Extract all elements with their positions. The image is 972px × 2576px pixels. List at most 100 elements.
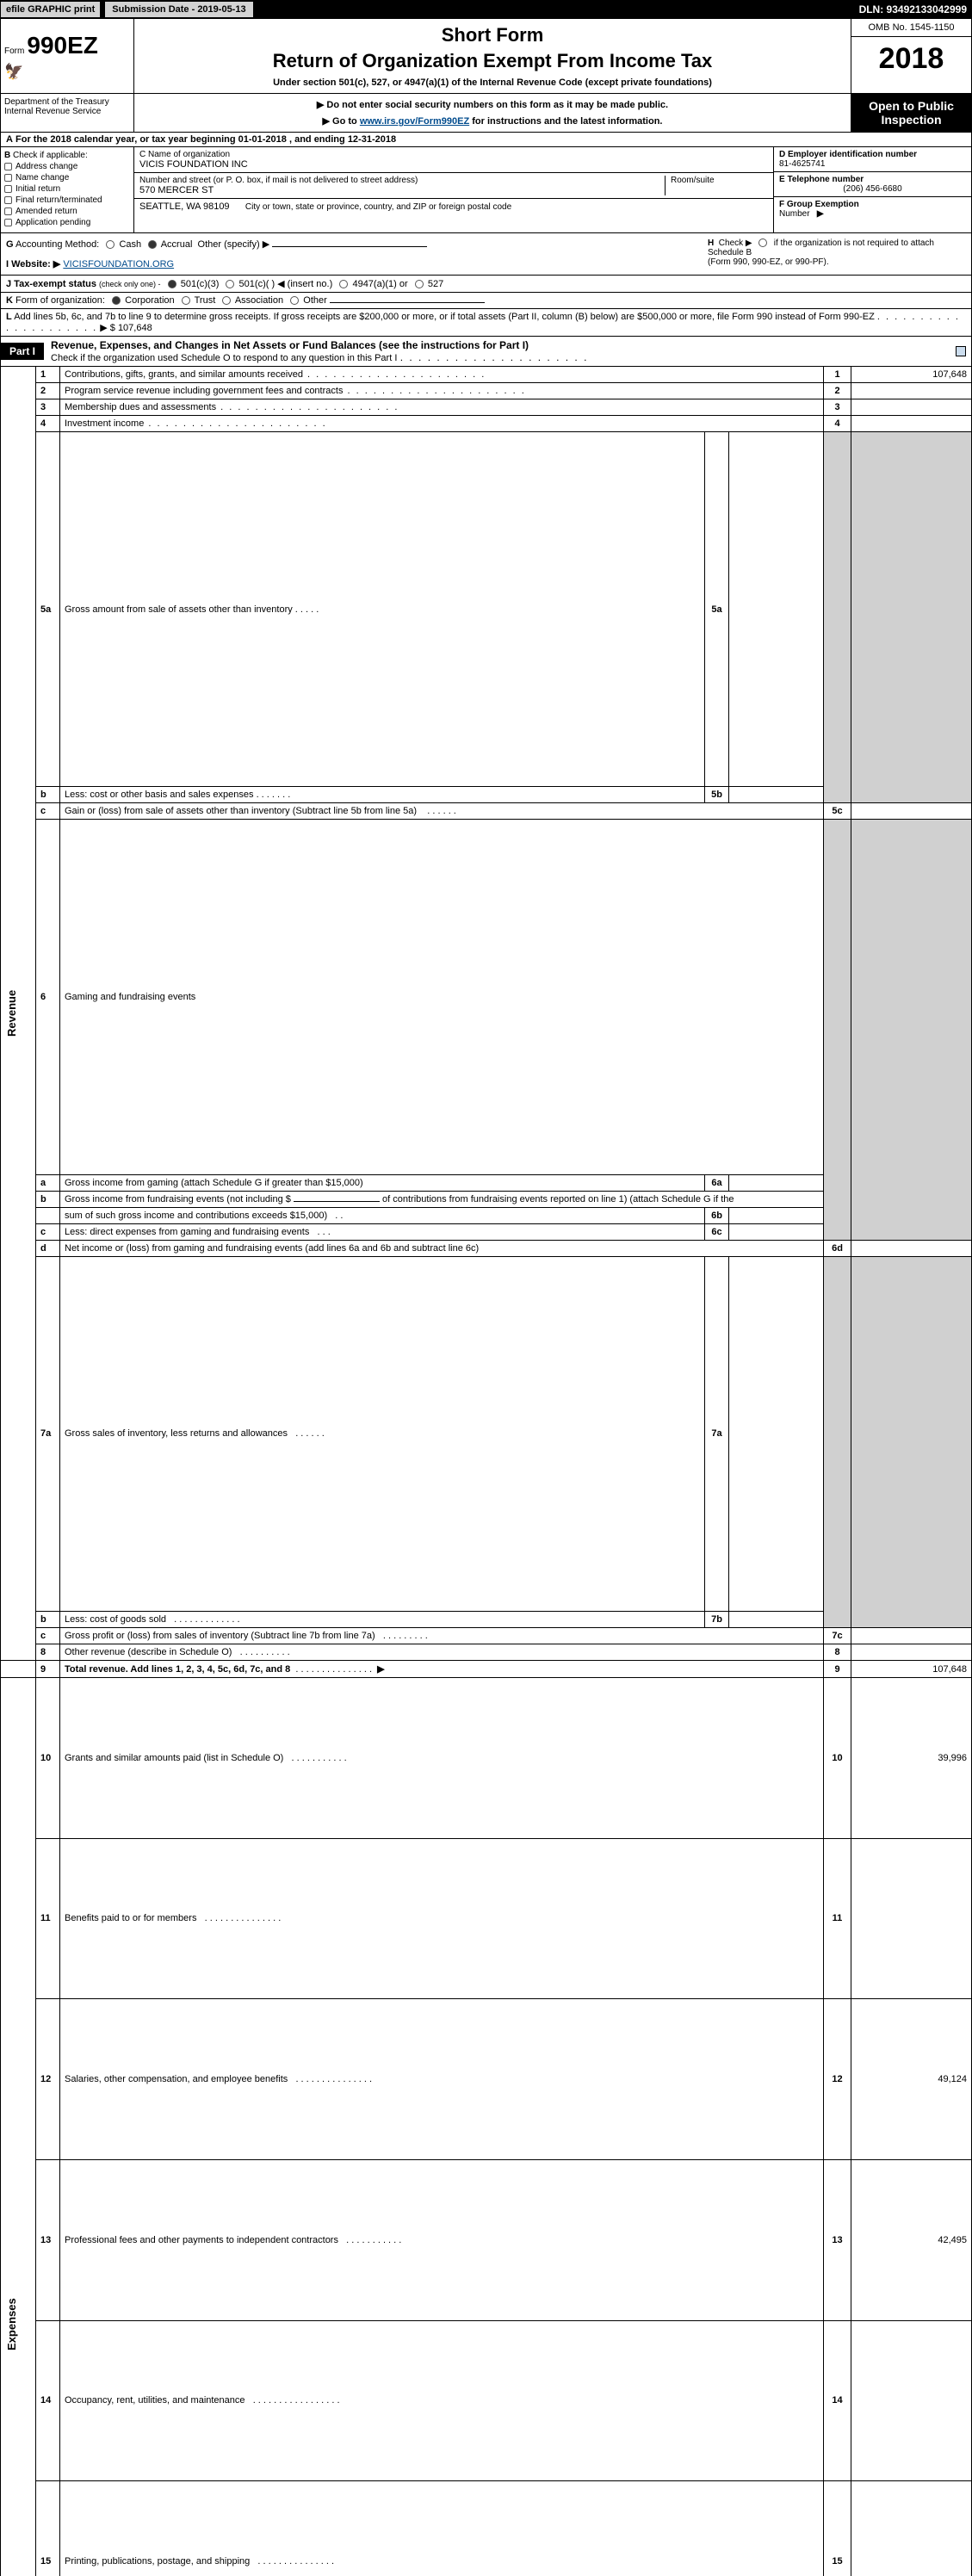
ein-label: D Employer identification number: [779, 150, 917, 159]
radio-trust[interactable]: [182, 296, 190, 305]
j-sub: (check only one) -: [99, 280, 161, 288]
column-h: H Check ▶ if the organization is not req…: [708, 238, 966, 269]
k-label: K: [6, 295, 13, 306]
other-org-field[interactable]: [330, 302, 485, 303]
radio-cash[interactable]: [106, 240, 115, 249]
open-line2: Inspection: [857, 113, 966, 127]
row-8: 8 Other revenue (describe in Schedule O)…: [1, 1644, 972, 1661]
revenue-section-label: Revenue: [5, 369, 18, 1657]
radio-527[interactable]: [415, 280, 424, 288]
b-check-label: Check if applicable:: [13, 151, 88, 160]
row-3: 3 Membership dues and assessments 3: [1, 399, 972, 416]
dln-label: DLN: 93492133042999: [854, 1, 972, 18]
accounting-method: G Accounting Method: Cash Accrual Other …: [6, 238, 708, 269]
line-a-text2: , and ending: [289, 134, 348, 145]
radio-501c3[interactable]: [168, 280, 176, 288]
efile-print-button[interactable]: efile GRAPHIC print: [0, 1, 101, 18]
website-link[interactable]: VICISFOUNDATION.ORG: [63, 259, 174, 269]
addr-label: Number and street (or P. O. box, if mail…: [139, 176, 665, 185]
part-i-table: Revenue 1 Contributions, gifts, grants, …: [0, 367, 972, 2576]
form-number-box: Form 990EZ 🦅: [1, 19, 134, 93]
b-label: B: [4, 151, 10, 160]
j-label: J Tax-exempt status: [6, 279, 96, 289]
org-address-row: Number and street (or P. O. box, if mail…: [134, 173, 773, 199]
row-10: Expenses 10 Grants and similar amounts p…: [1, 1678, 972, 1839]
radio-h[interactable]: [758, 238, 767, 247]
org-name-label: C Name of organization: [139, 150, 768, 159]
no-ssn-note: ▶ Do not enter social security numbers o…: [139, 99, 845, 110]
part-i-title: Revenue, Expenses, and Changes in Net As…: [44, 337, 956, 366]
cb-final-return[interactable]: Final return/terminated: [4, 195, 130, 205]
row-2: 2 Program service revenue including gove…: [1, 383, 972, 399]
g-label: G: [6, 239, 14, 250]
form-number: 990EZ: [27, 32, 98, 59]
row-7c: c Gross profit or (loss) from sales of i…: [1, 1628, 972, 1644]
open-to-public-badge: Open to Public Inspection: [851, 94, 971, 132]
org-city-row: SEATTLE, WA 98109 City or town, state or…: [134, 199, 773, 214]
part-i-tag: Part I: [1, 343, 44, 360]
city-value: SEATTLE, WA 98109: [139, 201, 230, 212]
row-7a: 7a Gross sales of inventory, less return…: [1, 1256, 972, 1611]
row-5c: c Gain or (loss) from sale of assets oth…: [1, 803, 972, 820]
row-6: 6 Gaming and fundraising events: [1, 820, 972, 1174]
row-14: 14 Occupancy, rent, utilities, and maint…: [1, 2320, 972, 2481]
cb-amended-return[interactable]: Amended return: [4, 207, 130, 216]
cb-initial-return[interactable]: Initial return: [4, 184, 130, 194]
l-label: L: [6, 312, 12, 322]
top-bar: efile GRAPHIC print Submission Date - 20…: [0, 0, 972, 19]
column-c: C Name of organization VICIS FOUNDATION …: [134, 147, 773, 232]
header-instructions: ▶ Do not enter social security numbers o…: [134, 94, 851, 132]
org-name: VICIS FOUNDATION INC: [139, 159, 768, 170]
radio-corporation[interactable]: [112, 296, 121, 305]
row-9: 9 Total revenue. Add lines 1, 2, 3, 4, 5…: [1, 1661, 972, 1678]
tax-year: 2018: [851, 37, 971, 81]
subtitle: Under section 501(c), 527, or 4947(a)(1)…: [141, 77, 844, 88]
radio-4947[interactable]: [339, 280, 348, 288]
radio-501c[interactable]: [226, 280, 234, 288]
form-prefix: Form: [4, 46, 24, 56]
g-text: Accounting Method:: [15, 239, 99, 250]
short-form-title: Short Form: [141, 24, 844, 46]
line-a-label: A: [6, 134, 13, 145]
cb-name-change[interactable]: Name change: [4, 173, 130, 183]
row-11: 11 Benefits paid to or for members . . .…: [1, 1838, 972, 1999]
column-def: D Employer identification number 81-4625…: [773, 147, 971, 232]
line-k: K Form of organization: Corporation Trus…: [0, 293, 972, 309]
line-a-end: 12-31-2018: [348, 134, 396, 145]
irs-eagle-icon: 🦅: [4, 63, 130, 81]
row-6d: d Net income or (loss) from gaming and f…: [1, 1240, 972, 1256]
fundraising-amount-field[interactable]: [294, 1201, 380, 1202]
room-label: Room/suite: [671, 176, 768, 185]
part-i-checkbox[interactable]: [956, 346, 966, 356]
radio-association[interactable]: [222, 296, 231, 305]
other-specify-field[interactable]: [272, 246, 427, 247]
part-i-subtitle: Check if the organization used Schedule …: [51, 353, 397, 363]
ein-row: D Employer identification number 81-4625…: [774, 147, 971, 172]
header-right: OMB No. 1545-1150 2018: [851, 19, 971, 93]
cb-address-change[interactable]: Address change: [4, 162, 130, 171]
i-label: I Website: ▶: [6, 259, 60, 269]
dept-line1: Department of the Treasury: [4, 97, 130, 107]
phone-label: E Telephone number: [779, 175, 864, 184]
g-other: Other (specify) ▶: [198, 239, 270, 250]
l-amount: ▶ $ 107,648: [100, 323, 152, 333]
row-13: 13 Professional fees and other payments …: [1, 2159, 972, 2320]
department-label: Department of the Treasury Internal Reve…: [1, 94, 134, 132]
cb-application-pending[interactable]: Application pending: [4, 218, 130, 227]
row-5a: 5a Gross amount from sale of assets othe…: [1, 432, 972, 787]
return-title: Return of Organization Exempt From Incom…: [141, 50, 844, 72]
group-exemption-label2: Number: [779, 209, 810, 219]
radio-other-org[interactable]: [290, 296, 299, 305]
h-text1: Check ▶: [719, 238, 752, 248]
org-name-row: C Name of organization VICIS FOUNDATION …: [134, 147, 773, 173]
radio-accrual[interactable]: [148, 240, 157, 249]
row-4: 4 Investment income 4: [1, 416, 972, 432]
line-a-text1: For the 2018 calendar year, or tax year …: [15, 134, 238, 145]
phone-value: (206) 456-6680: [779, 184, 966, 194]
addr-value: 570 MERCER ST: [139, 185, 665, 195]
irs-link[interactable]: www.irs.gov/Form990EZ: [360, 116, 469, 127]
city-label: City or town, state or province, country…: [245, 202, 511, 212]
h-text3: (Form 990, 990-EZ, or 990-PF).: [708, 257, 829, 267]
phone-row: E Telephone number (206) 456-6680: [774, 172, 971, 197]
group-exemption-row: F Group Exemption Number ▶: [774, 197, 971, 221]
